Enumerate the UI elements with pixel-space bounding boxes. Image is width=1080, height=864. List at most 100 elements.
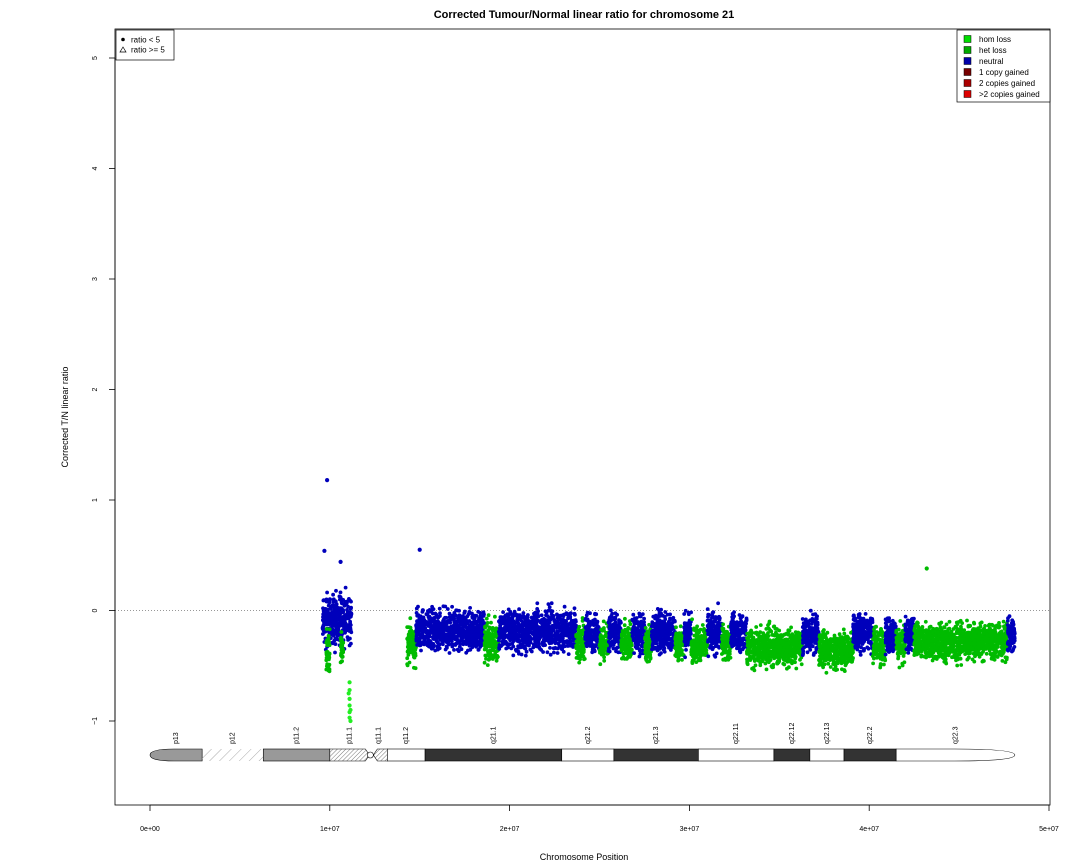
data-point [712,632,716,636]
data-point [634,619,638,623]
data-point [441,604,446,609]
data-point [414,639,419,643]
segment-points-het_loss [482,613,501,667]
data-point [590,647,595,652]
data-point [538,635,542,640]
data-point [506,607,511,612]
data-point [708,632,712,636]
data-point [665,638,670,642]
data-point [583,617,588,622]
data-point [812,635,817,640]
data-point [599,627,604,632]
data-point [511,639,516,644]
data-point [572,611,577,616]
data-point [450,624,454,629]
data-point [710,615,714,620]
data-point [326,668,331,673]
data-point [428,617,433,622]
data-point [751,655,756,659]
data-point [717,627,721,631]
data-point [519,618,524,623]
data-point [511,644,516,649]
data-point [498,621,502,625]
data-point [347,626,352,631]
data-point [805,650,810,655]
data-point [424,612,429,617]
data-point [607,634,612,638]
data-point [755,632,760,637]
data-point [655,623,660,628]
data-point [697,644,702,649]
data-point [431,625,435,630]
data-point [607,624,612,629]
data-point [468,606,472,610]
data-point [678,624,683,629]
segment-points-het_loss [745,619,805,673]
data-point [543,618,548,622]
data-point [682,639,687,644]
data-point [443,615,447,620]
data-point [513,629,517,633]
data-point [409,628,414,633]
data-point [716,615,721,620]
data-point [338,611,343,616]
data-point [324,657,329,661]
data-point [538,632,543,636]
segment-points-neutral [583,610,602,655]
data-point [814,615,819,620]
data-point [466,621,470,626]
data-point [335,627,339,632]
data-point [546,631,551,636]
data-point [433,632,437,637]
data-point [548,652,553,657]
data-point [478,613,483,618]
data-point [508,635,512,640]
data-point [478,638,483,643]
data-point [413,666,418,671]
data-point [444,627,448,632]
data-point [416,624,421,629]
data-point [531,645,536,650]
data-point [772,650,777,655]
data-point [711,610,716,614]
data-point [453,643,458,647]
data-point [326,613,331,617]
data-point [450,604,454,609]
data-point [529,649,534,654]
data-point [449,615,454,619]
data-point [769,629,774,634]
data-point [706,627,711,632]
data-point [346,610,351,614]
data-point [613,615,618,620]
data-point [723,657,727,662]
data-point [613,611,618,616]
data-point [687,634,691,639]
data-point [777,628,782,633]
data-point [497,636,501,641]
data-point [523,620,528,624]
data-point [449,642,454,647]
data-point [419,648,423,653]
data-point [808,608,813,613]
data-point [583,634,588,638]
data-point [547,615,552,620]
data-point [340,609,345,613]
data-point [598,634,603,639]
data-point [343,613,347,618]
data-point [470,622,475,627]
data-point [774,640,779,645]
data-point [659,611,663,616]
data-point [416,613,421,617]
data-point [572,618,576,623]
data-point [435,645,440,650]
segment-points-neutral [414,604,487,655]
data-point [577,660,582,665]
data-point [668,621,673,625]
data-point [782,654,787,658]
data-point [564,633,568,638]
data-point [493,629,498,634]
data-point [348,619,352,624]
data-point [601,641,605,646]
data-point [489,620,493,625]
